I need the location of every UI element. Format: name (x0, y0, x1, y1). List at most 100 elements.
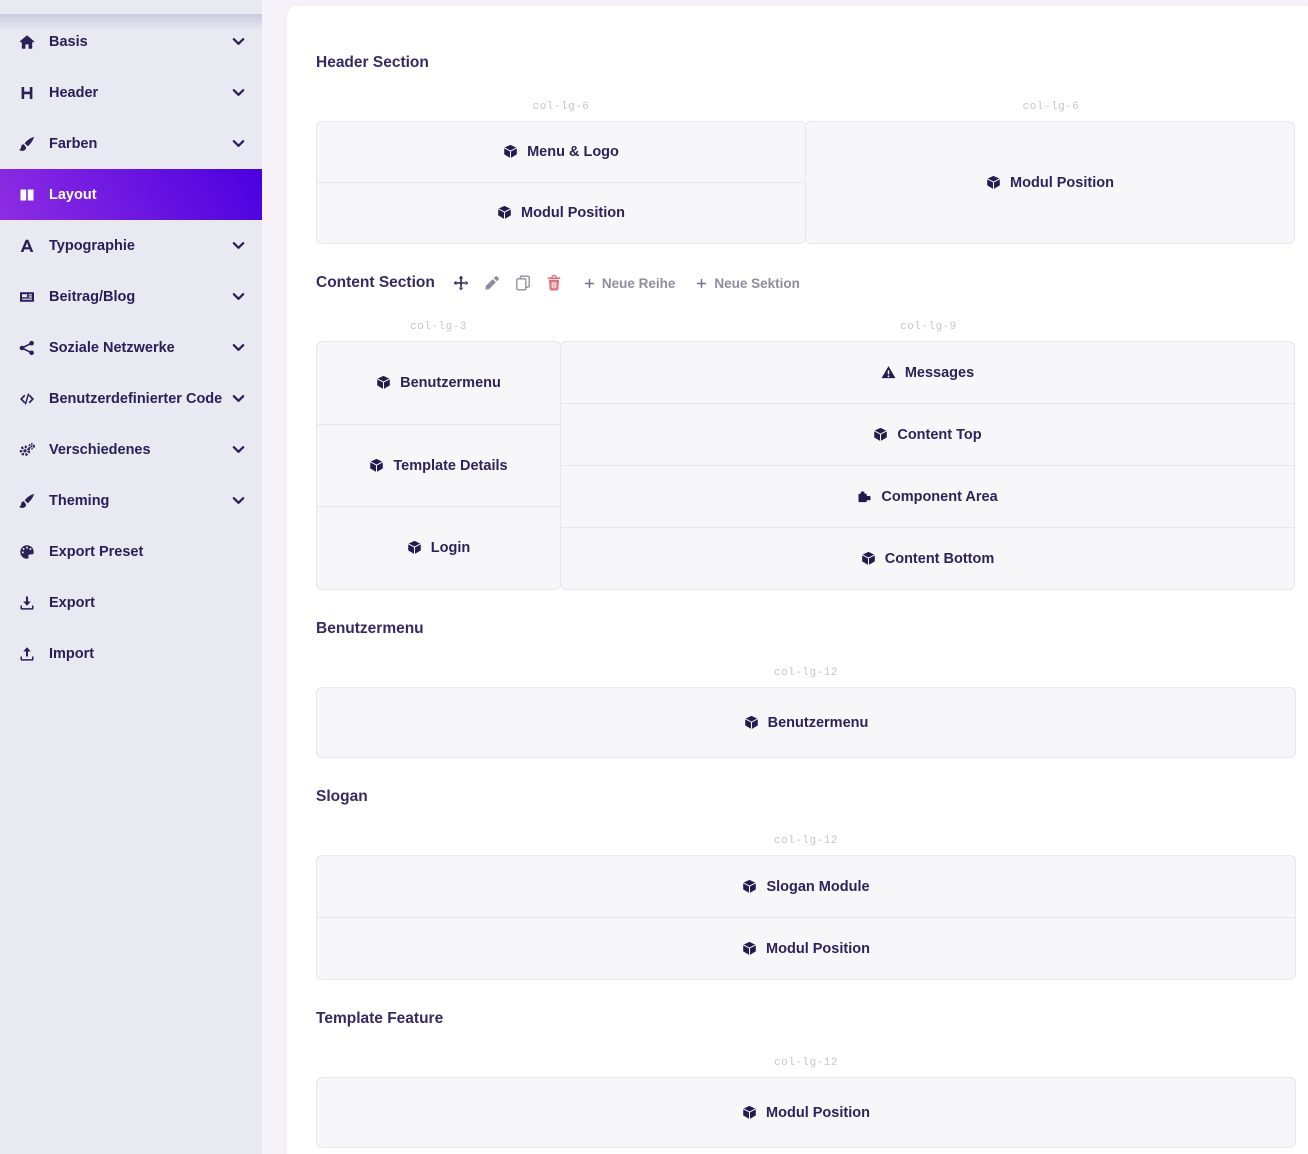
sidebar-item-label: Benutzerdefinierter Code (49, 390, 223, 407)
sidebar-item-export[interactable]: Export (0, 577, 262, 628)
chevron-down-icon (231, 493, 246, 508)
cell-label: Template Details (393, 457, 508, 474)
grid-column: Modul Position (805, 121, 1295, 244)
cogs-icon (16, 441, 37, 458)
module-position-cell[interactable]: Content Top (561, 403, 1294, 465)
cube-icon (376, 375, 392, 391)
module-position-cell[interactable]: Modul Position (806, 122, 1294, 243)
grid-column: Modul Position (316, 1077, 1296, 1148)
puzzle-icon (857, 489, 873, 505)
chevron-down-icon (231, 391, 246, 406)
column-width-labels: col-lg-3 col-lg-9 (316, 321, 1296, 333)
sidebar-item-verschiedenes[interactable]: Verschiedenes (0, 424, 262, 475)
plus-icon (695, 277, 708, 290)
sidebar-item-header[interactable]: Header (0, 67, 262, 118)
sidebar-item-layout[interactable]: Layout (0, 169, 262, 220)
module-position-cell[interactable]: Component Area (561, 465, 1294, 527)
newspaper-icon (16, 288, 37, 305)
sidebar-item-theming[interactable]: Theming (0, 475, 262, 526)
module-position-cell[interactable]: Template Details (317, 423, 560, 507)
sidebar: Basis Header Farben Layout Typographie B… (0, 0, 262, 1154)
module-position-cell[interactable]: Messages (561, 342, 1294, 403)
sidebar-item-label: Verschiedenes (49, 441, 151, 458)
layout-builder-content: Header Section col-lg-6 col-lg-6 Menu & … (287, 6, 1308, 1148)
cube-icon (407, 540, 423, 556)
chevron-down-icon (231, 442, 246, 457)
column-width-labels: col-lg-12 (316, 835, 1296, 847)
cube-icon (497, 205, 513, 221)
code-icon (16, 390, 37, 407)
section-template-feature: Template Feature col-lg-12 Modul Positio… (316, 1009, 1308, 1148)
col-width-label: col-lg-6 (1022, 101, 1080, 113)
sidebar-item-farben[interactable]: Farben (0, 118, 262, 169)
sidebar-item-basis[interactable]: Basis (0, 16, 262, 67)
module-position-cell[interactable]: Benutzermenu (317, 688, 1295, 757)
cell-label: Slogan Module (766, 878, 870, 895)
section-header-section: Header Section col-lg-6 col-lg-6 Menu & … (316, 53, 1308, 244)
col-width-label: col-lg-6 (532, 101, 590, 113)
grid-column: Slogan Module Modul Position (316, 855, 1296, 980)
copy-icon[interactable] (515, 275, 532, 292)
module-position-cell[interactable]: Content Bottom (561, 527, 1294, 589)
sidebar-item-label: Soziale Netzwerke (49, 339, 175, 356)
section-content-section: Content Section Neue Reihe Neue Sektion (316, 273, 1308, 590)
cell-label: Modul Position (1010, 174, 1114, 191)
edit-icon[interactable] (484, 275, 501, 292)
module-position-cell[interactable]: Benutzermenu (317, 342, 560, 424)
cube-icon (742, 879, 758, 895)
section-toolbar: Neue Reihe Neue Sektion (453, 275, 800, 292)
sidebar-menu: Basis Header Farben Layout Typographie B… (0, 16, 262, 679)
module-position-cell[interactable]: Modul Position (317, 182, 805, 243)
column-width-labels: col-lg-12 (316, 667, 1296, 679)
section-title: Content Section (316, 274, 435, 291)
columns-icon (16, 186, 37, 203)
grid-column: Benutzermenu Template Details Login (316, 341, 561, 590)
cell-label: Benutzermenu (400, 374, 501, 391)
col-width-label: col-lg-9 (900, 321, 957, 333)
sidebar-item-label: Header (49, 84, 99, 101)
col-width-label: col-lg-12 (774, 835, 838, 847)
column-width-labels: col-lg-12 (316, 1057, 1296, 1069)
move-icon[interactable] (453, 275, 470, 292)
cell-label: Modul Position (766, 1104, 870, 1121)
sidebar-item-label: Import (49, 645, 95, 662)
add-row-link[interactable]: Neue Reihe (583, 276, 675, 291)
add-section-link[interactable]: Neue Sektion (695, 276, 800, 291)
sidebar-item-label: Beitrag/Blog (49, 288, 136, 305)
cell-label: Component Area (881, 488, 998, 505)
grid-row: Modul Position (316, 1077, 1296, 1148)
grid-column: Messages Content Top Component Area Cont… (560, 341, 1295, 590)
module-position-cell[interactable]: Modul Position (317, 917, 1295, 979)
sidebar-item-benutzerdefinierter-code[interactable]: Benutzerdefinierter Code (0, 373, 262, 424)
sidebar-item-beitrag-blog[interactable]: Beitrag/Blog (0, 271, 262, 322)
cell-label: Menu & Logo (527, 144, 619, 160)
grid-row: Slogan Module Modul Position (316, 855, 1296, 980)
grid-column: Menu & Logo Modul Position (316, 121, 806, 244)
cube-icon (369, 458, 385, 474)
cell-label: Modul Position (766, 940, 870, 957)
heading-icon (16, 84, 37, 101)
cube-icon (861, 551, 877, 567)
module-position-cell[interactable]: Menu & Logo (317, 122, 805, 182)
section-benutzermenu: Benutzermenu col-lg-12 Benutzermenu (316, 619, 1308, 758)
sidebar-item-soziale-netzwerke[interactable]: Soziale Netzwerke (0, 322, 262, 373)
sidebar-item-label: Export (49, 594, 95, 611)
trash-icon[interactable] (546, 275, 563, 292)
section-title: Benutzermenu (316, 620, 424, 637)
module-position-cell[interactable]: Modul Position (317, 1078, 1295, 1147)
grid-row: Menu & Logo Modul Position Modul Positio… (316, 121, 1296, 244)
cell-label: Login (430, 540, 471, 557)
upload-icon (16, 645, 37, 662)
sidebar-item-typographie[interactable]: Typographie (0, 220, 262, 271)
sidebar-item-label: Basis (49, 33, 88, 50)
sidebar-item-export-preset[interactable]: Export Preset (0, 526, 262, 577)
sidebar-item-label: Layout (49, 186, 97, 203)
section-slogan: Slogan col-lg-12 Slogan Module Modul Pos… (316, 787, 1308, 980)
module-position-cell[interactable]: Login (317, 506, 560, 589)
col-width-label: col-lg-12 (774, 667, 838, 679)
chevron-down-icon (231, 85, 246, 100)
sidebar-item-import[interactable]: Import (0, 628, 262, 679)
module-position-cell[interactable]: Slogan Module (317, 856, 1295, 917)
column-width-labels: col-lg-6 col-lg-6 (316, 101, 1296, 113)
section-title: Header Section (316, 54, 429, 71)
